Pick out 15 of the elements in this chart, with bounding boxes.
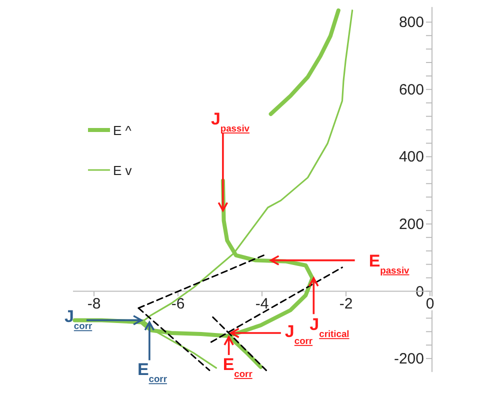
annotation: E$_{passiv}$ [368, 251, 410, 276]
legend-label: E v [113, 163, 132, 178]
annotation: E$_{corr}$ [137, 360, 168, 384]
legend-label: E ^ [113, 123, 132, 138]
x-tick-label: -4 [255, 295, 269, 312]
y-tick-label: 0 [416, 283, 424, 300]
x-tick-label: -2 [339, 295, 353, 312]
y-tick-label: -200 [394, 350, 424, 368]
x-tick-label: -6 [171, 295, 185, 312]
y-tick-label: 400 [398, 148, 424, 166]
y-tick-label: 800 [398, 14, 424, 32]
annotation: E$_{corr}$ [222, 355, 253, 380]
annotation: J$_{passiv}$ [210, 110, 250, 134]
y-tick-label: 200 [398, 216, 424, 233]
y-tick-label: 600 [398, 81, 424, 98]
